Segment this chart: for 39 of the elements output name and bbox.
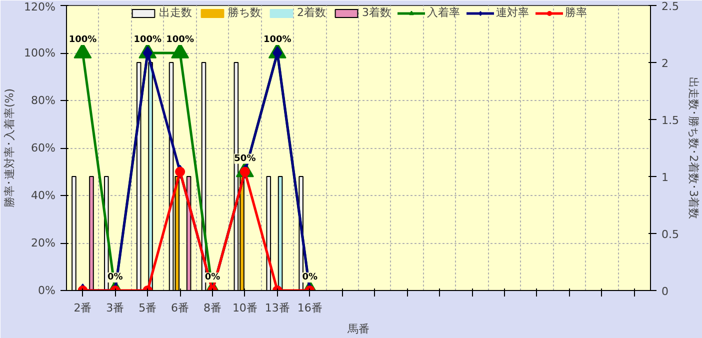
- x-tick-label: 8番: [204, 302, 222, 314]
- data-label: 100%: [68, 35, 97, 45]
- data-label: 100%: [166, 35, 194, 45]
- legend-label: 出走数: [159, 5, 192, 20]
- y-tick-label: 60%: [31, 142, 56, 154]
- y2-tick-label: 0.5: [662, 228, 679, 241]
- data-label: 100%: [134, 35, 162, 45]
- data-label: 100%: [263, 35, 292, 45]
- x-axis-title: 馬番: [346, 322, 370, 336]
- y-tick-label: 80%: [31, 94, 56, 107]
- x-tick-label: 2番: [74, 302, 92, 314]
- y-tick-label: 100%: [24, 46, 56, 60]
- y2-tick-label: 0: [662, 285, 668, 298]
- x-tick-label: 10番: [232, 302, 258, 314]
- y2-tick-label: 1.5: [662, 114, 679, 127]
- x-tick-label: 3番: [106, 302, 124, 314]
- x-tick-label: 6番: [171, 302, 190, 314]
- legend-label: 入着率: [427, 5, 460, 20]
- y-tick-label: 0%: [38, 284, 56, 297]
- data-label: 0%: [108, 272, 123, 282]
- y2-axis-title: 出走数･勝ち数･2着数･3着数: [686, 77, 700, 219]
- data-label: 0%: [204, 272, 220, 282]
- y-tick-label: 120%: [24, 0, 56, 14]
- x-tick-label: 13番: [264, 302, 290, 314]
- data-label: 50%: [234, 154, 256, 164]
- legend-label: 3着数: [362, 5, 391, 20]
- y-tick-label: 40%: [31, 189, 56, 202]
- legend-label: 勝率: [565, 5, 587, 20]
- y2-tick-label: 2.5: [662, 0, 679, 13]
- y-axis-title: 勝率･連対率･入着率(%): [3, 88, 16, 208]
- y2-tick-label: 1: [662, 171, 668, 184]
- x-tick-label: 16番: [297, 302, 322, 314]
- legend-label: 連対率: [496, 5, 529, 20]
- y2-tick-label: 2: [662, 57, 668, 70]
- legend-label: 勝ち数: [228, 5, 261, 20]
- legend-label: 2着数: [297, 5, 326, 20]
- data-label: 0%: [302, 272, 318, 282]
- x-tick-label: 5番: [138, 302, 157, 314]
- y-tick-label: 20%: [31, 236, 56, 250]
